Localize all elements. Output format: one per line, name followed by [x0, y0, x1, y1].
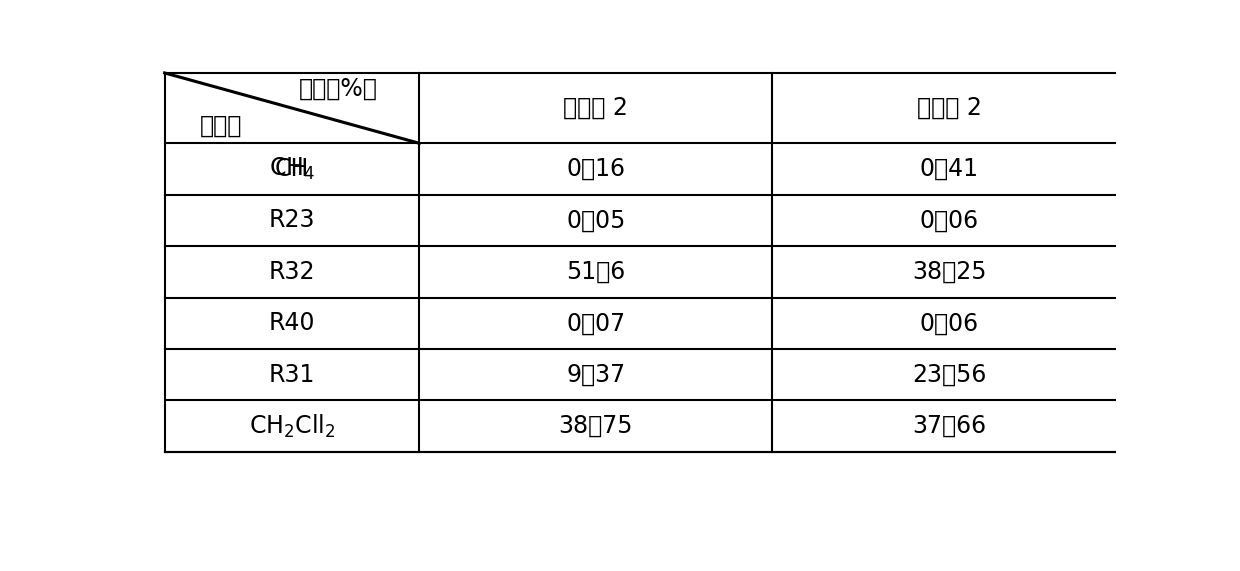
Text: 37．66: 37．66: [911, 414, 986, 438]
Text: R31: R31: [269, 363, 315, 387]
Text: 9．37: 9．37: [567, 363, 625, 387]
Text: R32: R32: [269, 260, 315, 284]
Text: 38．25: 38．25: [911, 260, 986, 284]
Text: 23．56: 23．56: [911, 363, 986, 387]
Text: CH: CH: [275, 157, 309, 181]
Text: 0．06: 0．06: [920, 311, 978, 335]
Text: R40: R40: [269, 311, 315, 335]
Text: 实施例 2: 实施例 2: [563, 96, 629, 120]
Text: 组分名: 组分名: [200, 114, 242, 138]
Text: 51．6: 51．6: [567, 260, 625, 284]
Text: 0．07: 0．07: [567, 311, 625, 335]
Text: 0．16: 0．16: [567, 157, 625, 181]
Text: $\mathrm{CH_{2}Cll_{2}}$: $\mathrm{CH_{2}Cll_{2}}$: [249, 413, 335, 440]
Text: 0．06: 0．06: [920, 208, 978, 232]
Text: 0．05: 0．05: [567, 208, 625, 232]
Text: 38．75: 38．75: [558, 414, 634, 438]
Text: 含量（%）: 含量（%）: [299, 77, 377, 100]
Text: $\mathrm{CH_{4}}$: $\mathrm{CH_{4}}$: [269, 156, 315, 182]
Text: R23: R23: [269, 208, 315, 232]
Text: 对比例 2: 对比例 2: [916, 96, 982, 120]
Text: 0．41: 0．41: [920, 157, 978, 181]
